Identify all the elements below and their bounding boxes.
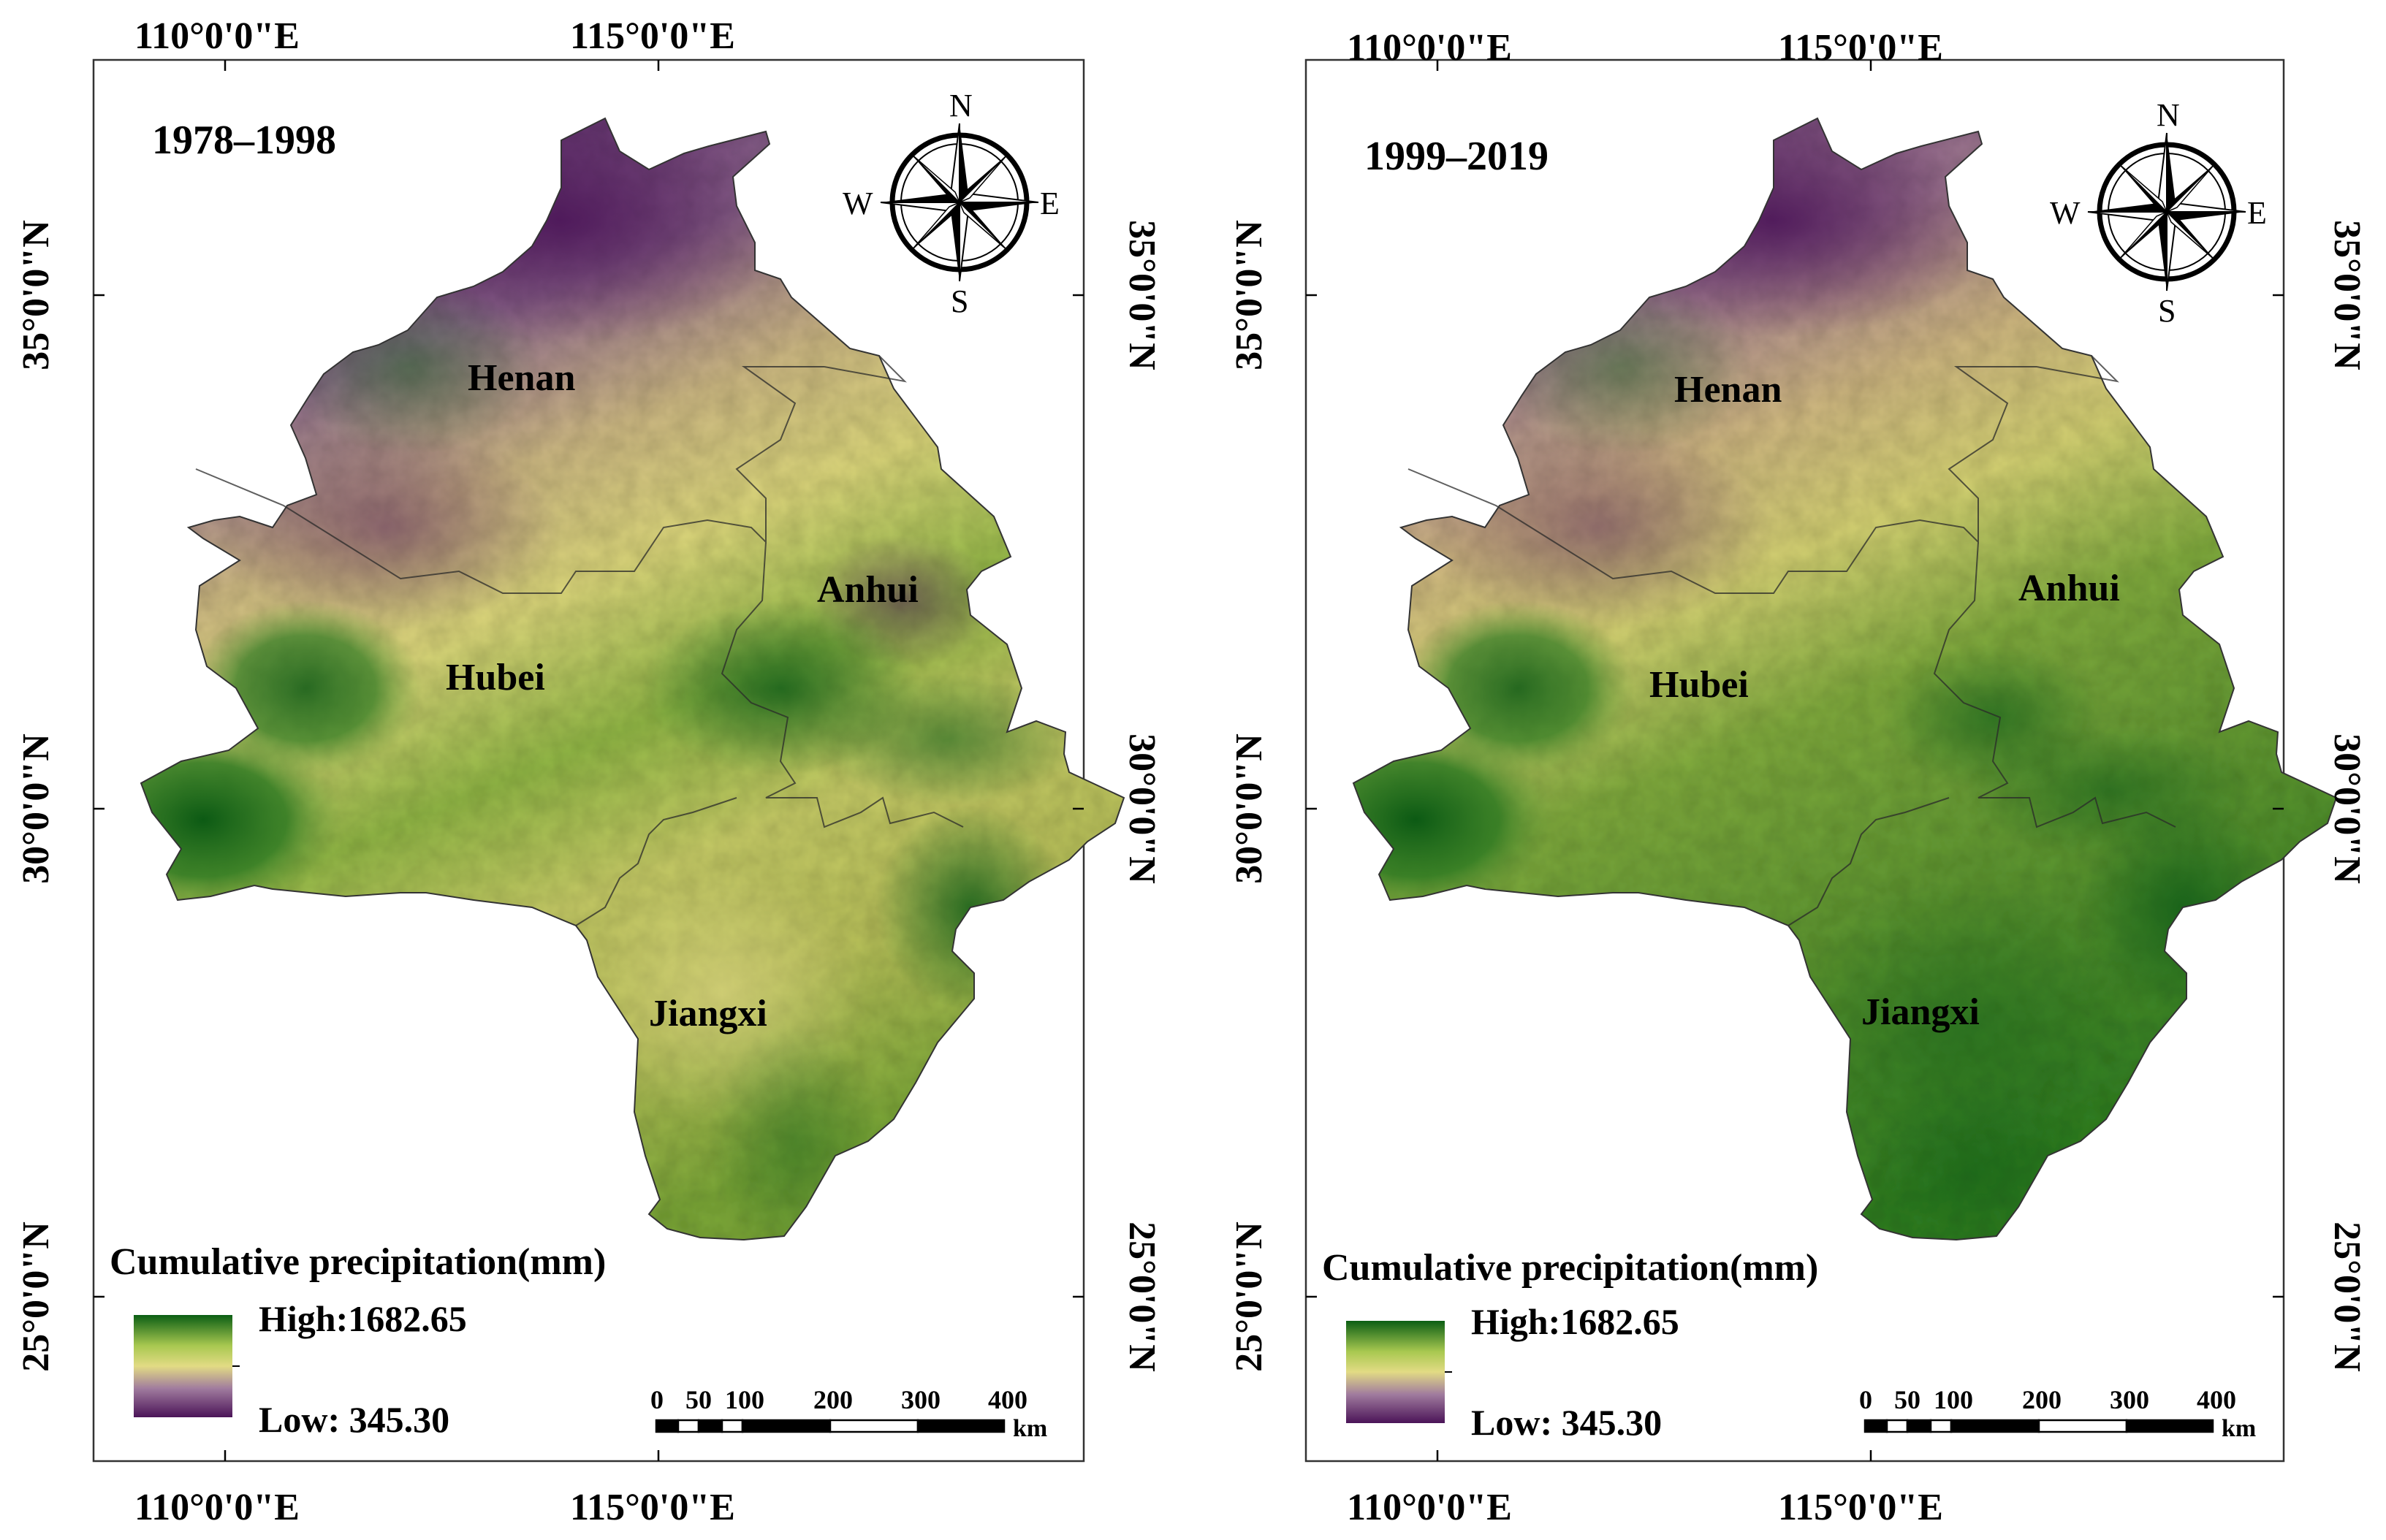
- legend-high: High:1682.65: [259, 1298, 467, 1339]
- top-lon-115: 115°0'0"E: [570, 15, 735, 57]
- legend: Cumulative precipitation(mm) High:1682.6…: [110, 1241, 606, 1440]
- panel2-axis-labels: 110°0'0"E 115°0'0"E 110°0'0"E 115°0'0"E …: [1228, 27, 2368, 1528]
- period-title: 1999–2019: [1364, 134, 1549, 179]
- left-lat-35: 35°0'0"N: [15, 220, 57, 370]
- province-label-jiangxi: Jiangxi: [1861, 991, 1980, 1033]
- legend-color-ramp: [1346, 1321, 1445, 1423]
- left-lat-30: 30°0'0"N: [1228, 733, 1270, 884]
- legend-low: Low: 345.30: [259, 1399, 449, 1440]
- map-panel-1999-2019: 1999–2019 Henan Anhui Hubei Jiangxi N S …: [1304, 58, 2337, 1463]
- province-label-anhui: Anhui: [2018, 568, 2120, 609]
- province-label-jiangxi: Jiangxi: [649, 993, 767, 1034]
- legend-high: High:1682.65: [1471, 1301, 1679, 1342]
- scale-tick-200: 200: [2022, 1385, 2062, 1414]
- province-boundaries: [1407, 355, 2176, 926]
- legend-low: Low: 345.30: [1471, 1402, 1662, 1443]
- top-lon-110: 110°0'0"E: [134, 15, 300, 57]
- right-lat-30: 30°0'0"N: [1121, 733, 1163, 884]
- scale-bar: 0 50 100 200 300 400 km: [650, 1385, 1047, 1442]
- province-label-hubei: Hubei: [1649, 664, 1749, 706]
- legend-color-ramp: [134, 1315, 232, 1417]
- top-lon-110: 110°0'0"E: [1347, 27, 1512, 69]
- compass-e: E: [2247, 195, 2267, 231]
- province-label-anhui: Anhui: [817, 569, 919, 611]
- bottom-lon-110: 110°0'0"E: [134, 1487, 300, 1528]
- left-lat-25: 25°0'0"N: [1228, 1221, 1270, 1372]
- scale-tick-100: 100: [1934, 1385, 1973, 1414]
- scale-bar: 0 50 100 200 300 400 km: [1859, 1385, 2256, 1442]
- scale-tick-0: 0: [650, 1385, 664, 1414]
- scale-tick-300: 300: [901, 1385, 941, 1414]
- scale-tick-400: 400: [2197, 1385, 2236, 1414]
- left-lat-25: 25°0'0"N: [15, 1221, 57, 1372]
- compass-w: W: [843, 186, 873, 221]
- panel1-axis-labels: 110°0'0"E 115°0'0"E 110°0'0"E 115°0'0"E …: [15, 15, 1163, 1528]
- bottom-lon-115: 115°0'0"E: [570, 1487, 735, 1528]
- bottom-lon-110: 110°0'0"E: [1347, 1487, 1512, 1528]
- legend-title: Cumulative precipitation(mm): [1322, 1247, 1818, 1289]
- left-lat-35: 35°0'0"N: [1228, 220, 1270, 370]
- period-title: 1978–1998: [152, 118, 336, 163]
- map-panel-1978-1998: 1978–1998 Henan Anhui Hubei Jiangxi N S …: [92, 58, 1125, 1463]
- scale-tick-100: 100: [725, 1385, 764, 1414]
- right-lat-35: 35°0'0"N: [2326, 220, 2368, 370]
- province-label-henan: Henan: [468, 357, 575, 399]
- scale-tick-50: 50: [685, 1385, 712, 1414]
- compass-s: S: [2158, 293, 2176, 329]
- bottom-lon-115: 115°0'0"E: [1778, 1487, 1943, 1528]
- scale-unit: km: [1013, 1415, 1047, 1442]
- graticule-ticks: [94, 60, 1084, 1461]
- scale-tick-300: 300: [2110, 1385, 2149, 1414]
- compass-n: N: [2157, 97, 2180, 133]
- province-label-hubei: Hubei: [446, 657, 545, 698]
- compass-rose-icon: N S E W: [2050, 97, 2267, 329]
- compass-rose-icon: N S E W: [843, 88, 1060, 319]
- scale-tick-50: 50: [1894, 1385, 1920, 1414]
- compass-w: W: [2050, 195, 2081, 231]
- compass-e: E: [1040, 186, 1060, 221]
- scale-tick-400: 400: [988, 1385, 1027, 1414]
- compass-s: S: [951, 283, 968, 319]
- scale-unit: km: [2222, 1415, 2256, 1442]
- top-lon-115: 115°0'0"E: [1778, 27, 1943, 69]
- legend-title: Cumulative precipitation(mm): [110, 1241, 606, 1283]
- compass-n: N: [949, 88, 973, 123]
- legend: Cumulative precipitation(mm) High:1682.6…: [1322, 1247, 1818, 1443]
- right-lat-35: 35°0'0"N: [1121, 220, 1163, 370]
- scale-tick-200: 200: [813, 1385, 853, 1414]
- graticule-ticks: [1306, 60, 2284, 1461]
- scale-tick-0: 0: [1859, 1385, 1872, 1414]
- province-boundaries: [195, 355, 964, 926]
- right-lat-30: 30°0'0"N: [2326, 733, 2368, 884]
- right-lat-25: 25°0'0"N: [1121, 1221, 1163, 1372]
- right-lat-25: 25°0'0"N: [2326, 1221, 2368, 1372]
- province-label-henan: Henan: [1674, 369, 1782, 411]
- left-lat-30: 30°0'0"N: [15, 733, 57, 884]
